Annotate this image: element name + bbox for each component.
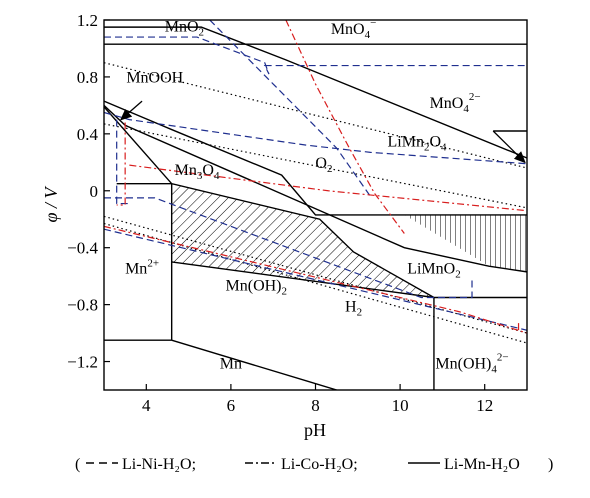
legend-entry-label: Li-Ni-H₂O; bbox=[122, 456, 196, 473]
region-label: MnOOH bbox=[126, 70, 183, 87]
x-tick-label: 10 bbox=[392, 396, 409, 415]
region-label: H2 bbox=[345, 299, 362, 319]
boundary-line-solid bbox=[171, 261, 435, 299]
boundary-line-dashed bbox=[116, 119, 130, 205]
boundary-line-dashed bbox=[104, 197, 473, 299]
region-label: MnO2 bbox=[165, 18, 204, 38]
region-labels: MnO2 MnO4− MnOOH MnO42− LiMn2O4 O2 Mn3O4 Mn2+ Mn… bbox=[125, 17, 509, 375]
legend-open-paren: ( bbox=[75, 456, 80, 473]
legend-entry-label: Li-Mn-H₂O bbox=[444, 456, 520, 473]
annotation-arrow bbox=[119, 100, 143, 121]
y-tick-label: −0.8 bbox=[67, 296, 98, 315]
y-tick-label: −1.2 bbox=[67, 353, 98, 372]
y-tick-label: 0 bbox=[90, 182, 99, 201]
boundary-line-dashed bbox=[104, 228, 527, 331]
boundary-line-solid bbox=[104, 104, 527, 273]
x-tick-label: 8 bbox=[311, 396, 320, 415]
annotation-arrow bbox=[492, 130, 526, 164]
region-label: LiMn2O4 bbox=[388, 134, 448, 154]
region-label: Mn3O4 bbox=[175, 162, 220, 182]
boundary-line-dash-dot bbox=[104, 225, 527, 334]
legend: ( Li-Ni-H₂O; Li-Co-H₂O; Li-Mn-H₂O) bbox=[75, 456, 553, 473]
region-label: Mn(OH)2 bbox=[226, 277, 288, 297]
x-tick-label: 6 bbox=[227, 396, 236, 415]
y-axis-title: φ / V bbox=[41, 186, 61, 223]
region-label: MnO4− bbox=[331, 17, 377, 41]
boundary-line-dashed bbox=[209, 20, 371, 197]
legend-close-paren: ) bbox=[548, 456, 553, 473]
boundary-line-dotted bbox=[104, 62, 527, 169]
region-label: Mn(OH)42− bbox=[435, 352, 508, 376]
hatched-region bbox=[171, 183, 434, 298]
x-tick-label: 4 bbox=[142, 396, 151, 415]
boundary-line-solid bbox=[104, 100, 527, 216]
region-label: O2 bbox=[315, 155, 332, 175]
y-tick-label: 0.8 bbox=[77, 68, 98, 87]
region-label: LiMnO2 bbox=[407, 260, 461, 280]
region-label: Mn bbox=[220, 356, 242, 373]
boundary-line-dotted bbox=[104, 215, 527, 334]
boundary-line-dashed bbox=[104, 36, 527, 75]
hatched-region bbox=[404, 214, 527, 272]
boundary-line-dash-dot bbox=[116, 122, 126, 206]
boundary-line-dotted bbox=[104, 222, 527, 344]
region-label: Mn2+ bbox=[125, 257, 159, 277]
y-tick-label: 0.4 bbox=[77, 125, 99, 144]
region-label: MnO42− bbox=[430, 91, 481, 115]
x-axis: 4 6 8 10 12 bbox=[142, 384, 493, 415]
legend-entry-label: Li-Co-H₂O; bbox=[281, 456, 358, 473]
x-axis-title: pH bbox=[304, 420, 326, 440]
boundary-line-solid bbox=[104, 26, 527, 159]
y-axis: 1.2 0.8 0.4 0 −0.4 −0.8 −1.2 bbox=[67, 11, 110, 372]
boundary-line-dash-dot bbox=[129, 164, 527, 212]
plot-area bbox=[104, 20, 527, 390]
y-tick-label: 1.2 bbox=[77, 11, 98, 30]
boundary-line-dash-dot bbox=[285, 20, 405, 234]
y-tick-label: −0.4 bbox=[67, 239, 98, 258]
boundary-line-solid bbox=[171, 339, 337, 390]
x-tick-label: 12 bbox=[476, 396, 493, 415]
